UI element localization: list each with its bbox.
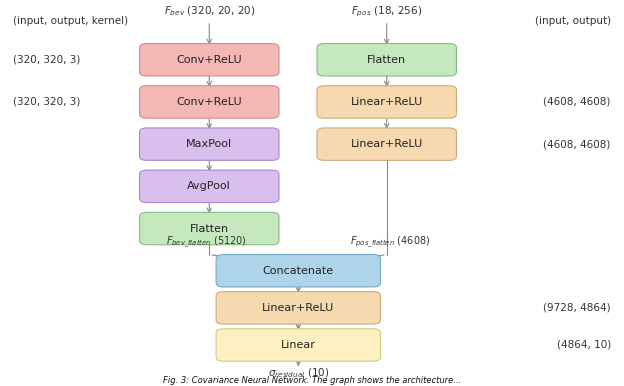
Text: (input, output, kernel): (input, output, kernel) — [13, 16, 129, 26]
Text: AvgPool: AvgPool — [187, 181, 231, 191]
FancyBboxPatch shape — [317, 44, 456, 76]
FancyBboxPatch shape — [140, 86, 279, 118]
FancyBboxPatch shape — [317, 86, 456, 118]
Text: (4864, 10): (4864, 10) — [557, 340, 611, 350]
FancyBboxPatch shape — [317, 128, 456, 160]
FancyBboxPatch shape — [216, 254, 381, 287]
FancyBboxPatch shape — [140, 128, 279, 160]
Text: $F_{pos}$ (18, 256): $F_{pos}$ (18, 256) — [351, 4, 422, 19]
Text: Linear+ReLU: Linear+ReLU — [351, 139, 423, 149]
Text: $F_{pos\_flatten}$ (4608): $F_{pos\_flatten}$ (4608) — [349, 235, 430, 250]
Text: Linear+ReLU: Linear+ReLU — [262, 303, 334, 313]
Text: $\sigma_{residual}$ (10): $\sigma_{residual}$ (10) — [268, 367, 329, 381]
FancyBboxPatch shape — [216, 329, 381, 361]
Text: Concatenate: Concatenate — [263, 266, 334, 276]
FancyBboxPatch shape — [140, 212, 279, 245]
Text: MaxPool: MaxPool — [186, 139, 232, 149]
Text: (320, 320, 3): (320, 320, 3) — [13, 55, 80, 65]
Text: $F_{bev}$ (320, 20, 20): $F_{bev}$ (320, 20, 20) — [163, 5, 255, 18]
Text: Fig. 3: Covariance Neural Network. The graph shows the architecture...: Fig. 3: Covariance Neural Network. The g… — [163, 376, 461, 385]
Text: (9728, 4864): (9728, 4864) — [544, 303, 611, 313]
Text: Linear: Linear — [281, 340, 316, 350]
Text: (320, 320, 3): (320, 320, 3) — [13, 97, 80, 107]
Text: (4608, 4608): (4608, 4608) — [544, 97, 611, 107]
FancyBboxPatch shape — [140, 170, 279, 203]
FancyBboxPatch shape — [140, 44, 279, 76]
Text: (input, output): (input, output) — [535, 16, 611, 26]
FancyBboxPatch shape — [216, 292, 381, 324]
Text: Flatten: Flatten — [190, 223, 229, 234]
Text: Linear+ReLU: Linear+ReLU — [351, 97, 423, 107]
Text: Conv+ReLU: Conv+ReLU — [177, 55, 242, 65]
Text: $F_{bev\_flatten}$ (5120): $F_{bev\_flatten}$ (5120) — [166, 235, 246, 250]
Text: Flatten: Flatten — [367, 55, 406, 65]
Text: (4608, 4608): (4608, 4608) — [544, 139, 611, 149]
Text: Conv+ReLU: Conv+ReLU — [177, 97, 242, 107]
